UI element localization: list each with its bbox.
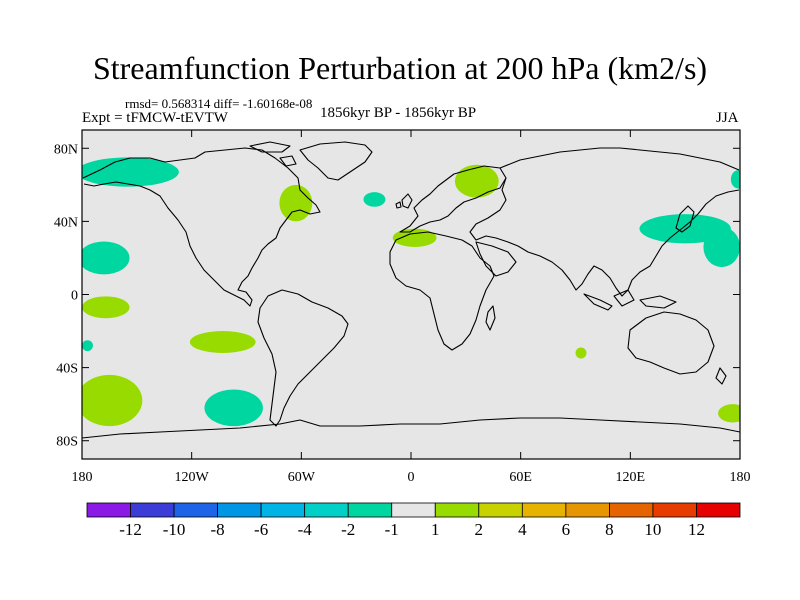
colorbar-label: 6 [562,520,571,539]
colorbar-swatch [260,502,306,518]
longitude-axis: 180 120W 60W 0 60E 120E 180 [72,130,751,485]
colorbar-swatch [434,502,480,518]
anomaly-se-pacific-30s [189,331,256,353]
colorbar-swatch [521,502,567,518]
colorbar-label: -8 [211,520,225,539]
coastline-antarctica [82,417,740,439]
colorbar-swatch [565,502,610,518]
lat-tick-label: 40N [54,215,78,230]
anomaly-n-pacific-arctic [82,157,179,187]
colorbar: -12 -10 -8 -6 -4 -2 -1 1 2 4 6 8 10 12 [86,502,741,539]
anomaly-indian-ocean [575,347,587,359]
lon-tick-label: 180 [72,470,93,485]
colorbar-swatch [391,502,436,518]
anomaly-n-africa [392,228,437,247]
lat-tick-label: 80S [56,435,78,450]
colorbar-label: -1 [385,520,399,539]
experiment-label: Expt = tFMCW-tEVTW [82,110,228,126]
colorbar-swatch [347,502,393,518]
lon-tick-label: 60E [509,470,532,485]
coastline-indonesia [583,289,677,311]
colorbar-swatch [652,502,697,518]
colorbar-label: 8 [605,520,614,539]
colorbar-swatch [609,502,654,518]
lat-tick-label: 0 [71,289,78,304]
colorbar-label: 12 [688,520,705,539]
colorbar-label: 2 [475,520,484,539]
plot-title: Streamfunction Perturbation at 200 hPa (… [92,50,708,86]
coastline-europe [399,165,507,233]
anomaly-layer [82,157,740,427]
coastline-canadian-islands [249,141,297,167]
coastlines [82,141,740,439]
coastline-new-zealand [715,367,727,385]
anomaly-scandinavia [454,164,499,198]
colorbar-label: -10 [163,520,186,539]
map-background [82,130,740,459]
coastline-asia [469,147,740,297]
colorbar-label: -4 [298,520,313,539]
lon-tick-label: 0 [408,470,415,485]
anomaly-e-pacific-5s [82,296,130,319]
colorbar-label: -6 [254,520,268,539]
colorbar-swatch [696,502,741,518]
anomaly-e-pacific-30n [82,241,130,275]
colorbar-label: -12 [119,520,142,539]
colorbar-swatch [217,502,262,518]
lat-tick-label: 40S [56,362,78,377]
lon-tick-label: 180 [730,470,751,485]
season-label: JJA [716,110,739,126]
colorbar-label: -2 [341,520,355,539]
colorbar-swatch [173,502,218,518]
lon-tick-label: 120E [616,470,646,485]
lon-tick-label: 120W [175,470,210,485]
anomaly-ne-america [279,184,313,222]
colorbar-label: 4 [518,520,527,539]
lat-tick-label: 80N [54,142,78,157]
coastline-greenland [299,141,373,181]
coastline-australia [627,311,715,375]
anomaly-s-pacific-60s [82,374,143,427]
colorbar-swatch [478,502,523,518]
coastline-madagascar [485,305,496,331]
period-label: 1856kyr BP - 1856kyr BP [320,105,477,121]
coastline-africa [389,231,495,351]
anomaly-sw-pacific-60s [718,404,740,423]
coastline-arabia [475,241,517,277]
anomaly-s-pacific-60s-blue [204,389,263,427]
anomaly-far-east-arctic [730,170,740,189]
colorbar-swatch [304,502,349,518]
anomaly-nw-pacific-tail [703,226,740,268]
coastline-british-isles [395,193,413,209]
latitude-axis: 80N 40N 0 40S 80S [54,142,740,450]
colorbar-label: 10 [644,520,661,539]
coastline-north-america [82,147,321,307]
coastline-south-america [257,289,349,427]
lon-tick-label: 60W [288,470,316,485]
coastline-japan [675,205,695,233]
anomaly-n-atlantic [363,192,386,207]
colorbar-label: 1 [431,520,440,539]
colorbar-swatch [130,502,175,518]
statistics-text: rmsd= 0.568314 diff= -1.60168e-08 [125,96,313,111]
colorbar-swatch [86,502,131,518]
anomaly-w-pacific-30s [82,340,93,352]
